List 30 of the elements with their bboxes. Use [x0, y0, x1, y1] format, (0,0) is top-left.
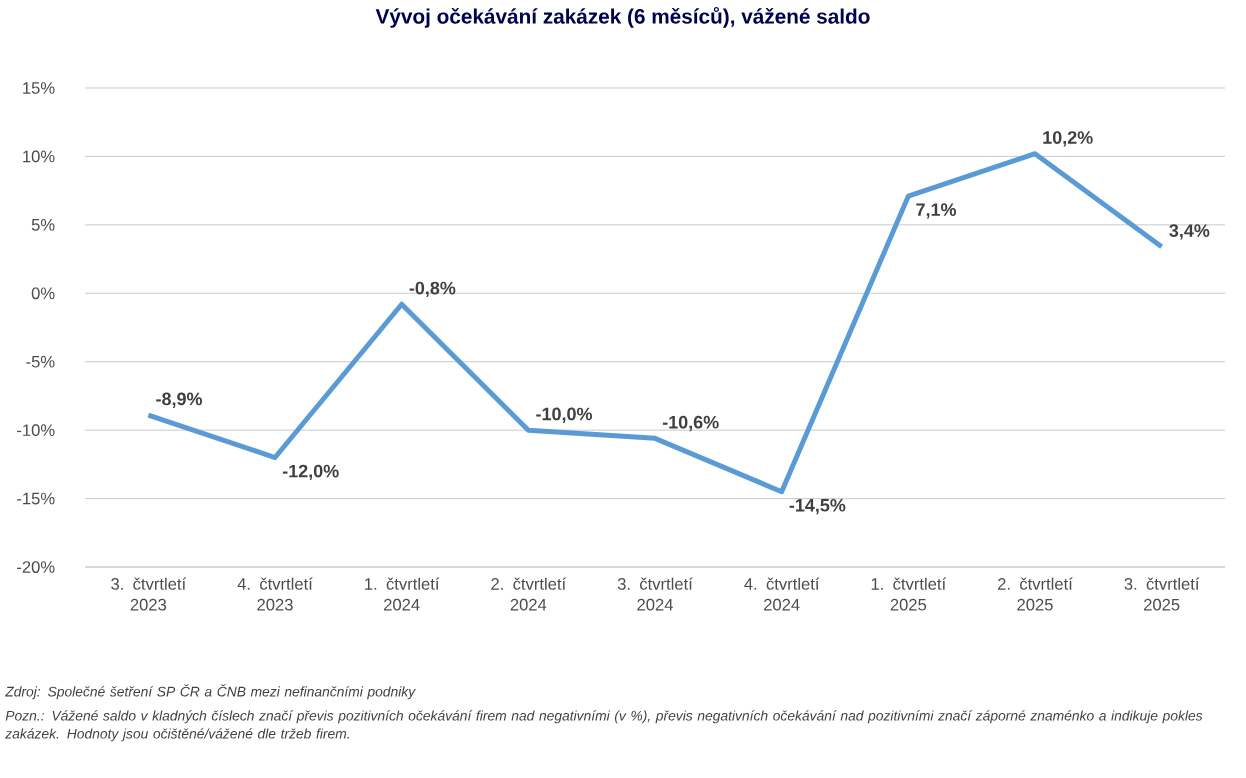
data-label: -0,8% — [409, 281, 456, 298]
data-label: -12,0% — [282, 464, 339, 481]
data-label: -8,9% — [156, 392, 203, 408]
data-label: 10,2% — [1043, 131, 1093, 147]
data-label: -10,0% — [536, 407, 593, 423]
y-tick-label: -10% — [17, 424, 55, 437]
y-tick-label: 5% — [31, 219, 55, 231]
data-label: 3,4% — [1169, 224, 1210, 240]
text: Pozn.: Vážené saldo v kladných číslech značí převis pozitivních očekávání firem nad negativními (v %), převis negativních očekávání nad pozitivními značí záporné znaménko a indikuje pokles zakázek. Hodnoty jsou očištěné/vážené dle tržeb firem. — [5, 710, 1203, 742]
x-tick-label: 3. čtvrtletí 2025 — [1124, 577, 1200, 611]
y-tick-label: 0% — [31, 287, 55, 300]
y-tick-label: -20% — [17, 561, 55, 573]
data-label: 7,1% — [916, 203, 957, 219]
text: Zdroj: Společné šetření SP ČR a ČNB mezi nefinančními podniky — [5, 684, 416, 700]
x-tick-label: 4. čtvrtletí 2024 — [744, 577, 820, 611]
x-tick-label: 2. čtvrtletí 2025 — [998, 577, 1073, 611]
x-tick-label: 3. čtvrtletí 2024 — [617, 577, 693, 611]
line-series — [145, 151, 1165, 495]
y-tick-label: -15% — [17, 492, 55, 505]
x-tick-label: 1. čtvrtletí 2025 — [871, 577, 947, 611]
data-label: -10,6% — [662, 415, 719, 432]
y-tick-label: 15% — [23, 82, 55, 94]
chart-title: Vývoj očekávání zakázek (6 měsíců), vážené saldo — [375, 6, 870, 28]
y-tick-label: -5% — [26, 355, 55, 368]
x-tick-label: 1. čtvrtletí 2024 — [365, 577, 440, 611]
x-tick-label: 2. čtvrtletí 2024 — [491, 577, 567, 611]
x-tick-label: 4. čtvrtletí 2023 — [237, 577, 313, 611]
x-tick-label: 3. čtvrtletí 2023 — [111, 577, 187, 611]
y-tick-label: 10% — [23, 150, 55, 163]
data-label: -14,5% — [789, 498, 846, 515]
